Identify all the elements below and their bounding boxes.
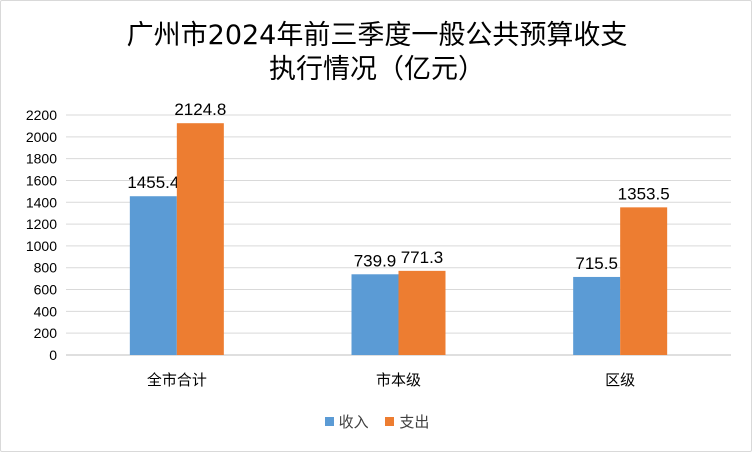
y-tick-label: 1600 [26,172,57,188]
y-tick-label: 1000 [26,238,57,254]
y-tick-label: 400 [34,303,58,319]
bar-income [351,274,399,355]
y-tick-label: 2000 [26,129,57,145]
chart-title-line-1: 广州市2024年前三季度一般公共预算收支 [126,20,628,51]
bar-expenditure [620,207,668,355]
bar-income [573,276,621,355]
x-tick-label: 全市合计 [147,371,207,389]
y-tick-label: 200 [34,325,58,341]
bar-expenditure [176,123,224,355]
legend-label-income: 收入 [338,413,369,431]
y-tick-label: 1800 [26,151,57,167]
bar-expenditure [398,270,446,355]
y-tick-label: 600 [34,282,58,298]
data-label: 1353.5 [618,184,670,203]
y-tick-label: 800 [34,260,58,276]
x-tick-label: 区级 [605,371,635,389]
legend-item-expenditure: 支出 [385,411,429,432]
legend-item-income: 收入 [324,411,369,432]
data-label: 771.3 [401,248,444,267]
data-label: 2124.8 [174,100,226,119]
y-tick-label: 1400 [26,194,57,210]
legend-label-expenditure: 支出 [399,413,430,431]
data-label: 1455.4 [127,173,179,192]
x-tick-label: 市本级 [376,371,421,389]
y-tick-label: 1200 [26,216,57,232]
data-label: 715.5 [575,254,618,273]
chart-title-line-2: 执行情况（亿元） [269,54,485,85]
bar-income [129,196,177,355]
data-label: 739.9 [354,251,397,270]
legend-swatch-expenditure [385,417,395,426]
y-tick-label: 2200 [26,107,57,123]
y-tick-label: 0 [49,347,57,363]
legend-swatch-income [324,417,334,426]
legend: 收入 支出 [1,411,752,432]
